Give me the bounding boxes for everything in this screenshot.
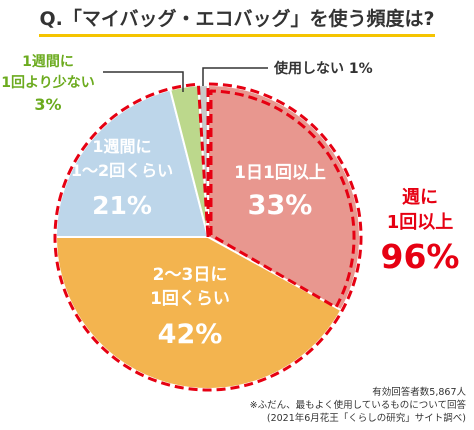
chart-title: Q.「マイバッグ・エコバッグ」を使う頻度は? xyxy=(39,4,435,37)
slice-label-1-line-1: 1回くらい xyxy=(150,289,230,309)
footnote: 有効回答者数5,867人 ※ふだん、最もよく使用しているものについて回答 (20… xyxy=(250,386,466,425)
slice-value-1: 42% xyxy=(158,319,223,350)
footnote-source: (2021年6月花王「くらしの研究」サイト調べ) xyxy=(266,413,466,424)
leader-line-4 xyxy=(202,67,268,86)
daily-dashed-outline xyxy=(209,89,356,309)
callout-line-1: 1回以上 xyxy=(387,212,454,233)
slice-label-3-line-0: 1週間に xyxy=(22,54,74,70)
slice-value-2: 21% xyxy=(92,191,152,220)
slice-value-0: 33% xyxy=(248,190,313,221)
callout-line-0: 週に xyxy=(402,187,438,208)
slice-value-3: 3% xyxy=(34,95,61,114)
chart-title-wrap: Q.「マイバッグ・エコバッグ」を使う頻度は? xyxy=(0,4,474,37)
slice-label-2-line-0: 1週間に xyxy=(92,137,151,156)
leader-line-3 xyxy=(103,71,184,92)
footnote-respondents: 有効回答者数5,867人 xyxy=(372,387,466,398)
weekly-dashed-outline xyxy=(53,82,363,392)
slice-label-4-line-0: 使用しない 1% xyxy=(273,60,373,77)
slice-label-2-line-1: 1〜2回くらい xyxy=(71,161,173,180)
callout-value: 96% xyxy=(381,237,460,276)
slice-label-3-line-1: 1回より少ない xyxy=(1,74,94,91)
slice-label-1-line-0: 2〜3日に xyxy=(153,265,228,285)
footnote-note: ※ふだん、最もよく使用しているものについて回答 xyxy=(249,400,466,411)
slice-label-0-line-0: 1日1回以上 xyxy=(234,163,326,183)
